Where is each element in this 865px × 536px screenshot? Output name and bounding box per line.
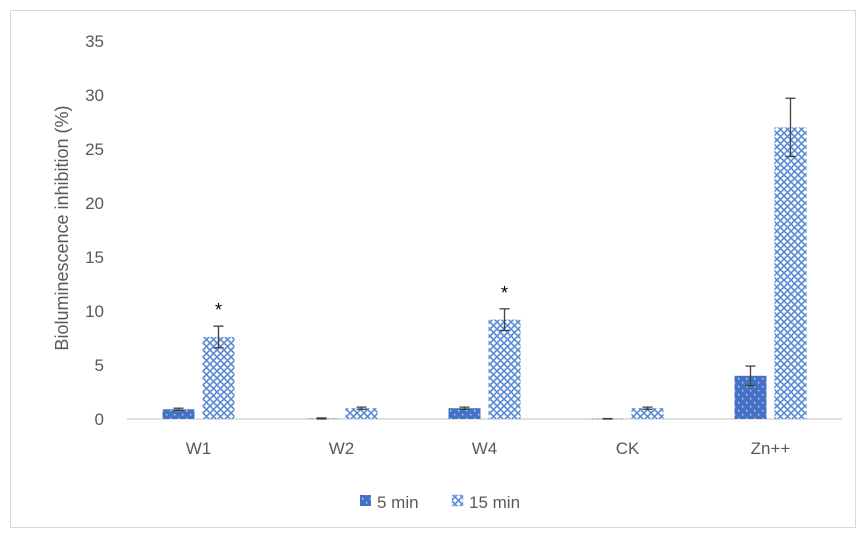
x-tick-label: W1 xyxy=(186,439,212,458)
error-bar xyxy=(642,406,653,410)
x-tick-label: W4 xyxy=(472,439,498,458)
error-bar xyxy=(213,325,224,349)
error-bar xyxy=(459,406,470,410)
x-tick-labels: W1 W2 W4 CK Zn++ xyxy=(186,439,791,458)
error-bar xyxy=(499,308,510,332)
y-tick-label: 25 xyxy=(85,140,104,159)
x-tick-label: W2 xyxy=(329,439,355,458)
y-tick-label: 15 xyxy=(85,248,104,267)
bars xyxy=(162,127,807,420)
significance-marker: * xyxy=(215,300,222,320)
bar-5min xyxy=(448,408,481,419)
y-tick-labels: 0 5 10 15 20 25 30 35 xyxy=(85,32,104,429)
y-tick-label: 30 xyxy=(85,86,104,105)
bar-15min xyxy=(345,408,378,419)
legend-swatch-5min xyxy=(360,495,371,506)
bar-15min xyxy=(631,408,664,419)
error-bar xyxy=(785,97,796,158)
chart-area xyxy=(10,10,856,528)
error-bar xyxy=(316,417,327,420)
legend-swatch-15min xyxy=(451,494,464,507)
error-bars xyxy=(173,97,796,420)
y-tick-label: 10 xyxy=(85,302,104,321)
y-axis-title: Bioluminescence inhibition (%) xyxy=(52,105,72,350)
y-tick-label: 5 xyxy=(95,356,104,375)
x-tick-label: CK xyxy=(616,439,640,458)
significance-marker: * xyxy=(501,283,508,303)
legend-label-5min: 5 min xyxy=(377,493,419,512)
annotations: ** xyxy=(215,283,508,320)
error-bar xyxy=(745,365,756,387)
bar-15min xyxy=(488,319,521,419)
x-tick-label: Zn++ xyxy=(751,439,791,458)
bar-15min xyxy=(774,127,807,420)
legend: 5 min 15 min xyxy=(360,493,520,512)
legend-label-15min: 15 min xyxy=(469,493,520,512)
y-tick-label: 35 xyxy=(85,32,104,51)
bar-5min xyxy=(162,409,195,419)
y-tick-label: 0 xyxy=(95,410,104,429)
error-bar xyxy=(356,406,367,410)
y-tick-label: 20 xyxy=(85,194,104,213)
bar-15min xyxy=(202,336,235,419)
error-bar xyxy=(173,407,184,412)
